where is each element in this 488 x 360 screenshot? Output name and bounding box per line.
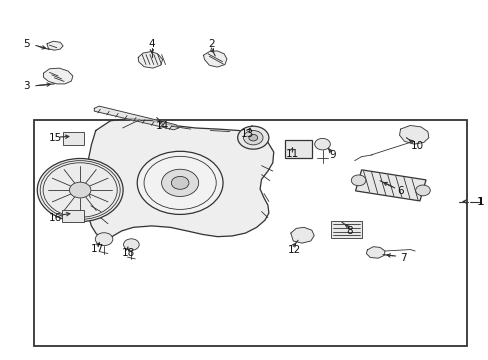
Text: 1: 1 xyxy=(476,197,483,207)
Text: 17: 17 xyxy=(90,244,103,254)
Polygon shape xyxy=(366,247,384,258)
Polygon shape xyxy=(94,106,178,130)
Polygon shape xyxy=(399,126,428,144)
Text: 12: 12 xyxy=(287,245,300,255)
Text: 6: 6 xyxy=(396,186,403,197)
Bar xyxy=(330,221,361,238)
Text: 14: 14 xyxy=(156,121,169,131)
Text: 7: 7 xyxy=(399,253,406,263)
Text: 18: 18 xyxy=(122,248,135,258)
Polygon shape xyxy=(47,41,63,50)
Circle shape xyxy=(415,185,429,196)
Circle shape xyxy=(37,158,123,222)
Circle shape xyxy=(161,169,198,197)
Text: 15: 15 xyxy=(49,133,62,143)
Bar xyxy=(62,210,83,222)
Text: 9: 9 xyxy=(328,150,335,160)
Text: 8: 8 xyxy=(346,226,352,236)
Circle shape xyxy=(350,175,365,186)
Text: 11: 11 xyxy=(285,149,298,159)
Circle shape xyxy=(237,126,268,149)
Circle shape xyxy=(137,151,223,215)
Circle shape xyxy=(314,138,330,150)
Polygon shape xyxy=(43,68,73,84)
Text: 16: 16 xyxy=(49,213,62,222)
Text: 10: 10 xyxy=(410,141,423,151)
Text: 3: 3 xyxy=(22,81,29,91)
Text: 1: 1 xyxy=(477,197,483,207)
Bar xyxy=(63,132,83,145)
Bar xyxy=(285,140,311,158)
Circle shape xyxy=(243,131,263,145)
Circle shape xyxy=(69,182,91,198)
Circle shape xyxy=(171,176,188,189)
Circle shape xyxy=(248,134,257,141)
Polygon shape xyxy=(138,51,162,68)
Text: 13: 13 xyxy=(240,129,254,139)
Bar xyxy=(355,170,425,201)
Polygon shape xyxy=(203,51,226,67)
Circle shape xyxy=(123,239,139,250)
Bar xyxy=(34,121,466,346)
Text: 5: 5 xyxy=(22,40,29,49)
Circle shape xyxy=(95,233,113,246)
Polygon shape xyxy=(85,118,273,238)
Text: 2: 2 xyxy=(207,40,214,49)
Polygon shape xyxy=(290,227,314,243)
Text: 4: 4 xyxy=(148,39,155,49)
